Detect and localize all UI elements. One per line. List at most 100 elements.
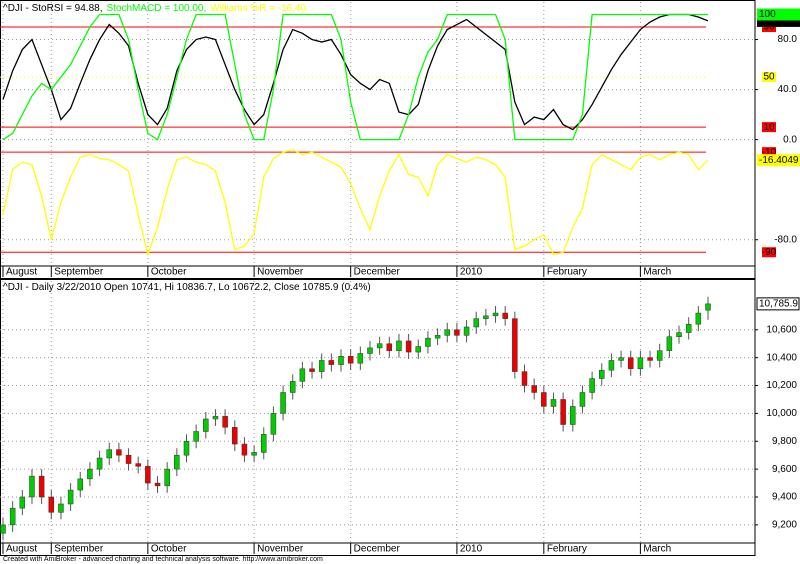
pane-title: ^DJI - StoRSI = 94.88, StochMACD = 100.00… [3,3,307,14]
x-tick-label: 2010 [460,267,483,278]
candle-body [608,360,615,371]
last-value-label: 100 [759,9,776,20]
candle-body [193,431,199,442]
candle-body [222,415,228,428]
y-tick-label: 40.0 [778,84,798,95]
candle-body [376,343,383,349]
candle-body [135,463,141,467]
candle-body [9,507,16,526]
candle-body [183,441,190,456]
candle-body [58,503,64,513]
level-label-box [762,22,776,33]
candle-body [405,340,412,353]
candle-body [570,406,576,425]
candle-body [512,318,518,372]
candle-body [434,335,441,339]
candle-body [541,392,547,407]
series-line [2,13,708,141]
candle-body [261,434,267,453]
candle-body [454,329,460,336]
level-label-box [762,122,776,133]
candle-body [174,454,180,470]
candle-body [106,449,112,459]
y-tick-label: 10,000 [766,408,797,419]
candle-body [425,337,431,347]
x-tick-label: November [257,544,304,555]
level-label: 10 [763,122,775,133]
candle-body [328,360,335,365]
candle-body [550,399,557,407]
candle-body [415,346,422,353]
title-text: ^DJI - [3,3,32,14]
series-line [2,148,709,258]
x-tick-label: August [6,267,37,278]
candle-body [492,312,499,317]
series-line [2,13,709,131]
level-label-box [762,147,776,158]
candle-body [685,323,692,333]
x-tick-label: September [54,544,104,555]
candle-body [627,357,634,370]
candle-body [367,347,373,354]
candle-body [463,326,470,336]
candle-body [270,413,277,435]
candle-body [347,356,354,364]
last-value-label: 94.8823 [759,16,796,27]
candle-body [280,392,286,414]
candle-body [647,357,653,361]
footer: Created with AmiBroker - advanced charti… [3,556,323,563]
candle-body [145,466,151,484]
candle-body [386,343,393,351]
y-tick-label: 9,800 [772,436,797,447]
candle-body [560,399,566,425]
pane-title: ^DJI - Daily 3/22/2010 Open 10741, Hi 10… [3,282,371,293]
candle-body [29,475,35,498]
candle-body [666,336,673,351]
candle-body [338,356,344,365]
candle-body [87,468,93,480]
candle-body [212,415,219,420]
candle-body [96,457,103,470]
y-tick-label: 10,400 [766,352,797,363]
candle-body [77,478,84,491]
level-label: -10 [762,147,777,158]
candle-body [318,360,325,372]
y-tick-label: 9,200 [772,520,797,531]
y-tick-label: -80.0 [774,234,797,245]
candle-body [444,329,450,336]
candle-body [0,524,6,534]
level-label: 90 [763,22,775,33]
candle-body [531,385,537,393]
candle-body [241,443,248,456]
x-tick-label: December [354,267,401,278]
candle-body [521,371,528,386]
x-tick-label: March [643,544,671,555]
y-tick-label: 0.0 [783,134,797,145]
last-value-box [757,154,800,167]
level-label: -90 [762,247,777,258]
candle-body [637,357,644,370]
y-tick-label: 80.0 [778,34,798,45]
candle-body [164,468,170,487]
candle-body [67,489,74,505]
x-tick-label: 2010 [460,544,483,555]
y-tick-label: 9,600 [772,464,797,475]
candle-body [656,350,663,361]
candle-body [579,392,586,407]
candle-body [299,368,306,382]
y-tick-label: 10,600 [766,324,797,335]
candle-body [618,357,624,361]
last-value-box [756,297,800,311]
candle-body [48,496,55,513]
last-value-label: -16.4049 [759,155,799,166]
y-tick-label: 10,200 [766,380,797,391]
candle-body [599,369,605,379]
x-tick-label: November [257,267,304,278]
x-tick-label: October [151,267,187,278]
candle-body [289,381,296,393]
candle-body [116,449,122,456]
candle-body [125,454,132,464]
last-value-label: 10,785.9 [759,299,798,310]
candle-body [19,496,26,509]
